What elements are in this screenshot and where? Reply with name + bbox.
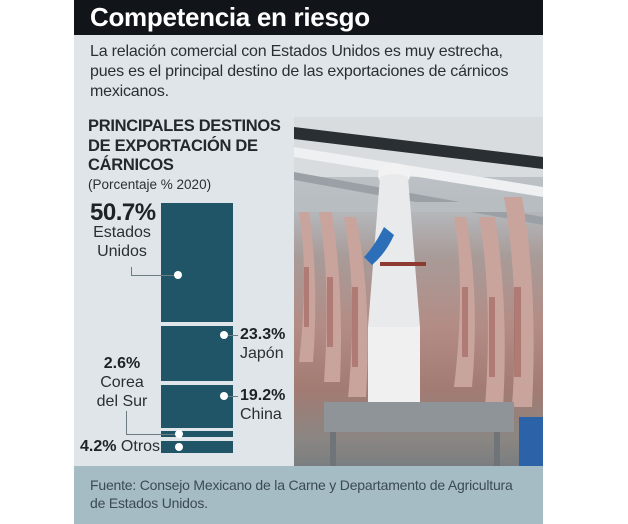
label-others: 4.2% Otros — [80, 437, 160, 456]
label-korea-name-2: del Sur — [96, 393, 148, 410]
label-japan: 23.3% Japón — [240, 325, 285, 363]
label-korea: 2.6% Corea del Sur — [90, 354, 154, 411]
leader-us-v — [131, 267, 132, 275]
label-china-pct: 19.2% — [240, 387, 286, 404]
leader-korea-v — [126, 411, 127, 434]
chart-title-line-2: DE EXPORTACIÓN DE — [88, 136, 258, 155]
label-us-name-2: Unidos — [97, 243, 147, 260]
leader-japan — [228, 335, 238, 336]
bar-segment-us — [161, 203, 233, 322]
label-china-name: China — [240, 406, 282, 423]
photo-illustration — [294, 117, 543, 466]
leader-china — [228, 396, 238, 397]
label-us-pct: 50.7% — [90, 199, 156, 226]
label-us: 50.7% Estados Unidos — [90, 199, 156, 261]
bar-segment-korea — [161, 431, 233, 437]
chart-title: PRINCIPALES DESTINOS DE EXPORTACIÓN DE C… — [88, 117, 281, 176]
label-korea-pct: 2.6% — [103, 355, 141, 372]
marker-others — [175, 443, 183, 451]
header-band: Competencia en riesgo — [74, 0, 543, 35]
marker-china — [220, 392, 228, 400]
label-china: 19.2% China — [240, 386, 285, 424]
page-title: Competencia en riesgo — [90, 2, 370, 32]
marker-japan — [220, 331, 228, 339]
source-note: Fuente: Consejo Mexicano de la Carne y D… — [90, 477, 513, 511]
label-japan-pct: 23.3% — [240, 326, 286, 343]
leader-us-h — [131, 275, 175, 276]
bar-segment-others — [161, 441, 233, 453]
label-korea-name-1: Corea — [100, 374, 144, 391]
label-others-pct: 4.2% — [80, 438, 117, 455]
label-us-name-1: Estados — [93, 224, 151, 241]
marker-us — [174, 271, 182, 279]
label-japan-name: Japón — [240, 345, 284, 362]
slaughterhouse-photo — [294, 117, 543, 466]
footer-band: Fuente: Consejo Mexicano de la Carne y D… — [74, 466, 543, 524]
chart-title-line-1: PRINCIPALES DESTINOS — [88, 117, 281, 135]
chart-subtitle: (Porcentaje % 2020) — [88, 177, 212, 192]
label-others-name: Otros — [120, 438, 161, 455]
marker-korea — [175, 430, 183, 438]
infographic-card: Competencia en riesgo La relación comerc… — [74, 0, 543, 524]
intro-text: La relación comercial con Estados Unidos… — [90, 43, 509, 100]
leader-korea-h — [126, 434, 176, 435]
chart-title-line-3: CÁRNICOS — [88, 156, 174, 174]
